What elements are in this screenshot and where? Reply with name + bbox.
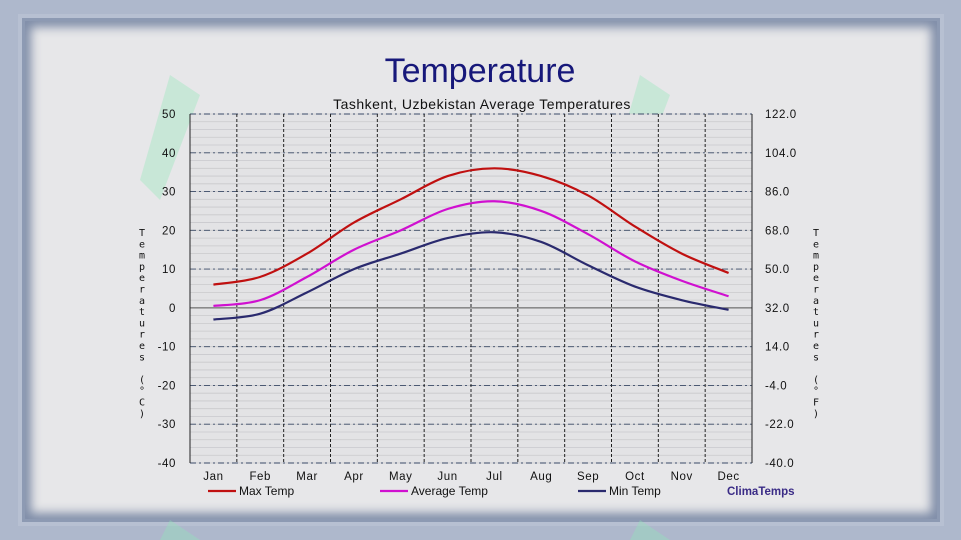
x-tick-label: Nov [671,471,693,483]
axis-label-char: r [139,285,145,296]
axis-label-char: ( [139,375,145,386]
y-tick-label-left: 40 [162,148,176,160]
axis-label-char: p [139,262,145,273]
axis-label-char: r [813,330,819,341]
x-tick-label: Jan [203,471,223,483]
axis-label-char: a [813,296,819,307]
y-tick-label-right: 68.0 [765,225,790,237]
x-tick-label: Jul [486,471,503,483]
y-axis-label-left: Temperatures(°C) [139,228,145,420]
axis-label-char: r [139,330,145,341]
y-tick-label-right: 50.0 [765,264,790,276]
y-axis-left: 50 40 30 20 10 0 -10 -20 -30 -40 [158,109,176,470]
axis-label-char: a [139,296,145,307]
y-tick-label-left: -10 [158,342,176,354]
axis-label-char: s [139,352,145,363]
y-tick-label-left: 10 [162,264,176,276]
axis-label-char: e [813,341,819,352]
axis-label-char: u [139,318,145,329]
axis-label-char: T [139,228,145,239]
y-tick-label-right: -4.0 [765,380,787,392]
x-tick-label: Apr [344,471,364,483]
axis-label-char: u [813,318,819,329]
series-line-min-temp [213,231,729,321]
axis-label-char: e [813,273,819,284]
x-tick-label: May [389,471,413,483]
x-axis: Jan Feb Mar Apr May Jun Jul Aug Sep Oct Nov Dec [203,471,739,483]
chart-grid [189,113,753,464]
y-axis-right: 122.0 104.0 86.0 68.0 50.0 32.0 14.0 -4.0 -22.0 -… [765,109,797,470]
y-tick-label-left: -40 [158,458,176,470]
series-line-average-temp [213,200,729,308]
y-tick-label-left: 0 [169,303,176,315]
y-tick-label-right: 32.0 [765,303,790,315]
axis-label-char: t [139,307,145,318]
axis-label-char: t [813,307,819,318]
axis-label-char: T [813,228,819,239]
legend-label: Max Temp [239,484,294,498]
axis-label-char: C [139,398,145,409]
y-tick-label-left: 30 [162,187,176,199]
y-tick-label-left: -20 [158,380,176,392]
chart-title: Tashkent, Uzbekistan Average Temperature… [333,96,631,112]
series-line-max-temp [213,167,730,286]
x-tick-label: Aug [530,471,552,483]
axis-label-char: F [813,398,819,409]
legend-label: Min Temp [609,484,661,498]
x-tick-label: Feb [249,471,271,483]
axis-label-char: m [139,251,145,262]
x-tick-label: Oct [625,471,645,483]
axis-label-char: ) [813,409,819,420]
y-tick-label-right: -40.0 [765,458,794,470]
axis-label-char: s [813,352,819,363]
y-tick-label-left: 20 [162,225,176,237]
y-tick-label-right: 86.0 [765,187,790,199]
axis-label-char: e [139,273,145,284]
y-tick-label-right: 14.0 [765,342,790,354]
chart-legend: Max Temp Average Temp Min Temp [208,484,661,498]
x-tick-label: Dec [717,471,739,483]
axis-label-char: e [139,239,145,250]
axis-label-char: r [813,285,819,296]
axis-label-char: ( [813,375,819,386]
y-tick-label-right: 122.0 [765,109,797,121]
y-tick-label-left: -30 [158,419,176,431]
brand-logo: ClimaTemps [727,486,795,498]
y-tick-label-left: 50 [162,109,176,121]
chart-series [213,167,730,321]
y-tick-label-right: 104.0 [765,148,797,160]
axis-label-char: ° [813,386,819,397]
axis-label-char: ° [139,386,145,397]
legend-label: Average Temp [411,484,488,498]
axis-label-char: ) [139,409,145,420]
axis-label-char: e [139,341,145,352]
y-tick-label-right: -22.0 [765,419,794,431]
x-tick-label: Mar [296,471,318,483]
y-axis-label-right: Temperatures(°F) [813,228,819,420]
x-tick-label: Jun [437,471,457,483]
axis-label-char: p [813,262,819,273]
page-title: Temperature [385,52,576,90]
axis-label-char: e [813,239,819,250]
x-tick-label: Sep [577,471,599,483]
axis-label-char: m [813,251,819,262]
